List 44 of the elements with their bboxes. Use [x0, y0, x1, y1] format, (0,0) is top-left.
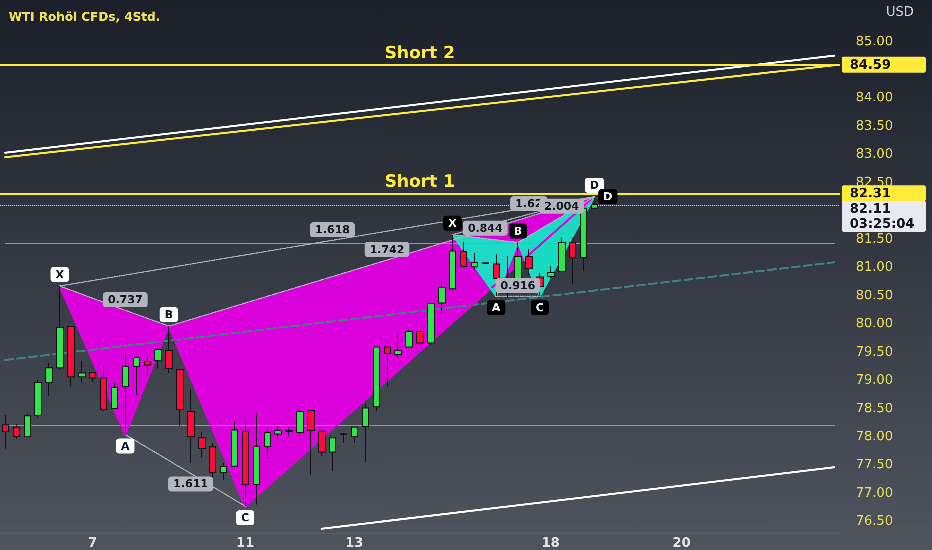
- series-label: 1.742: [370, 243, 405, 256]
- text: 03:25:04: [850, 216, 915, 232]
- x-tick-label: 20: [672, 536, 691, 550]
- series-label: 1.611: [174, 478, 208, 491]
- y-tick-label: 78.00: [856, 430, 894, 445]
- legend-label: 2.004: [544, 200, 580, 213]
- text: WTI Rohöl CFDs, 4Std.: [9, 10, 160, 24]
- data-label: X: [56, 268, 65, 282]
- y-tick-label: 77.50: [856, 458, 894, 473]
- series-label: 0.844: [468, 222, 504, 235]
- data-label: D: [590, 179, 600, 192]
- data-label: C: [241, 511, 250, 524]
- data-label: A: [492, 301, 502, 314]
- x-tick-label: 7: [88, 536, 98, 550]
- x-tick-label: 13: [346, 536, 364, 550]
- y-tick-label: 83.50: [856, 118, 894, 134]
- y-axis-title: USD: [886, 5, 914, 20]
- text: 82.11: [850, 202, 892, 217]
- data-label: X: [448, 216, 458, 230]
- data-label: B: [514, 224, 522, 238]
- series-label: 0.916: [500, 279, 536, 292]
- y-tick-label: 78.50: [856, 401, 894, 416]
- data-label: B: [164, 308, 174, 322]
- ref-line-label: Short 1: [384, 172, 456, 192]
- data-label: A: [121, 440, 130, 453]
- y-tick-label: 85.00: [856, 34, 894, 50]
- x-tick-label: 11: [236, 536, 254, 550]
- y-tick-label: 77.00: [856, 486, 894, 501]
- y-tick-label: 81.50: [856, 232, 894, 247]
- y-tick-label: 79.00: [856, 373, 894, 388]
- y-tick-label: 79.50: [856, 344, 894, 360]
- y-tick-label: 83.00: [856, 147, 894, 162]
- y-tick-label: 80.50: [856, 288, 894, 304]
- y-tick-label: 76.50: [856, 514, 894, 530]
- series-label: 1.618: [315, 224, 350, 237]
- y-tick-label: 80.00: [856, 316, 894, 332]
- series-label: 0.737: [108, 294, 143, 307]
- y-tick-label: 81.00: [856, 260, 894, 276]
- ref-line-label: Short 2: [384, 43, 456, 64]
- data-label: D: [604, 190, 613, 204]
- x-tick-label: 18: [542, 536, 560, 550]
- text: 84.59: [850, 58, 892, 73]
- y-tick-label: 84.00: [856, 90, 894, 106]
- data-label: C: [536, 301, 544, 314]
